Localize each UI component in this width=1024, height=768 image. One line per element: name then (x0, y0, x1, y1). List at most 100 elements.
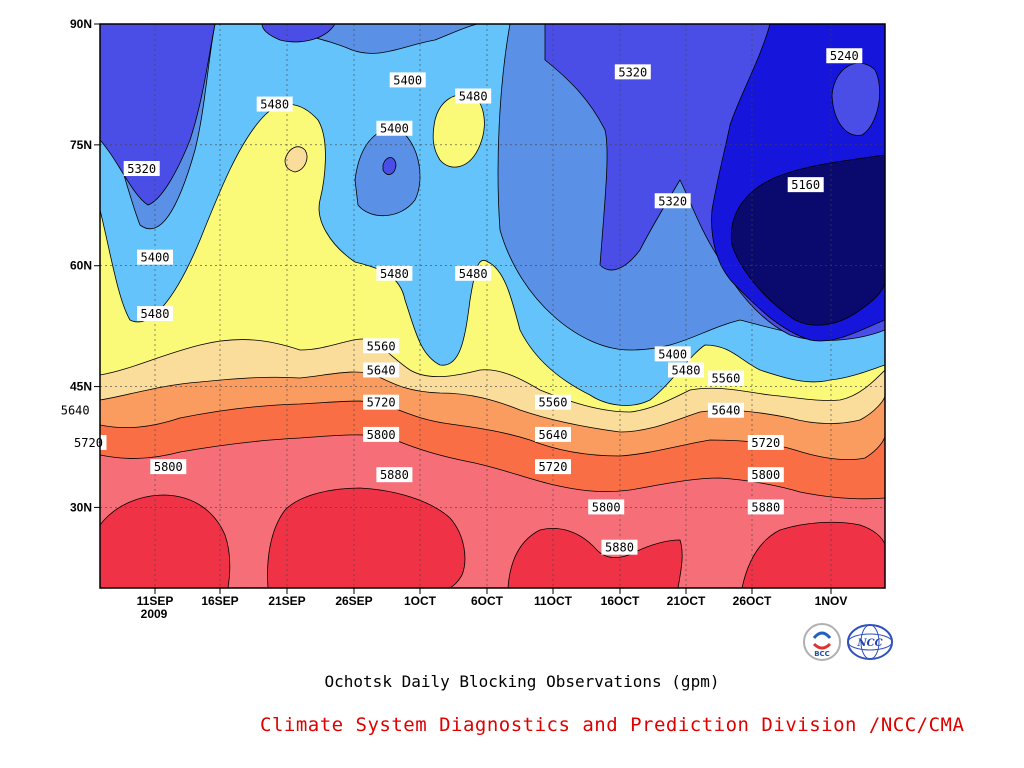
contour-label-bg (137, 249, 173, 265)
contour-label: 5480 (141, 307, 170, 321)
contour-label-bg (668, 362, 704, 378)
contour-label: 5400 (393, 73, 422, 87)
contour-label-bg (601, 539, 638, 555)
contour-label: 5800 (592, 500, 621, 514)
contour-label: 5720 (751, 436, 780, 450)
ncc-logo: NCC (847, 624, 893, 660)
x-tick-label: 11SEP (137, 594, 174, 608)
x-tick-label: 21OCT (667, 594, 706, 608)
c5960-mid-region (267, 487, 466, 588)
c5320-band-north-region (261, 24, 336, 43)
contour-label-bg (376, 265, 413, 281)
contour-label: 5640 (711, 404, 740, 418)
contour-label: 5880 (751, 500, 780, 514)
contour-label: 5240 (830, 49, 859, 63)
contour-label-bg (256, 96, 293, 112)
contour-label: 5320 (127, 162, 156, 176)
contour-label: 5560 (711, 372, 740, 386)
c5320-band-region (100, 24, 216, 206)
x-year-label: 2009 (141, 607, 168, 621)
contour-label-bg (363, 338, 400, 354)
x-tick-label: 1OCT (404, 594, 437, 608)
c5960-west-region (100, 494, 231, 588)
x-tick-label: 16OCT (601, 594, 640, 608)
contour-label-bg (57, 402, 94, 418)
contour-label-bg (787, 177, 824, 193)
contour-label-bg (455, 88, 492, 104)
x-tick-label: 1NOV (815, 594, 848, 608)
contour-label-bg (588, 499, 625, 515)
contour-label: 5800 (154, 460, 183, 474)
y-axis: 30N 45N 60N 75N 90N (70, 17, 100, 514)
contour-label-bg (707, 402, 744, 418)
contour-label: 5480 (260, 98, 289, 112)
contour-label: 5720 (74, 436, 103, 450)
contour-label: 5640 (367, 363, 396, 377)
contour-label-bg (376, 467, 413, 483)
y-tick-label: 45N (70, 380, 92, 394)
contour-label: 5880 (380, 468, 409, 482)
contour-label-bg (747, 467, 784, 483)
contour-label: 5480 (672, 363, 701, 377)
c5960-east-region (741, 521, 885, 588)
contour-label-bg (826, 48, 863, 64)
contour-label: 5400 (141, 251, 170, 265)
contour-label-bg (363, 426, 400, 442)
contour-label-bg (363, 362, 400, 378)
contour-label-bg (654, 193, 691, 209)
contour-label: 5160 (791, 178, 820, 192)
c5640-closed-region (284, 146, 308, 173)
contour-label-bg (455, 265, 492, 281)
contour-label-bg (614, 64, 651, 80)
grid-lines (100, 24, 885, 588)
contour-label: 5480 (459, 90, 488, 104)
x-axis: 11SEP 16SEP 21SEP 26SEP 1OCT 6OCT 11OCT 16OCT 21… (137, 588, 848, 608)
contour-label: 5400 (380, 122, 409, 136)
y-tick-label: 90N (70, 17, 92, 31)
c5320-closed-region (382, 157, 397, 175)
contour-label: 5880 (605, 541, 634, 555)
contour-label-bg (747, 499, 784, 515)
contour-label-bg (535, 426, 571, 442)
contour-label: 5640 (61, 404, 90, 418)
contour-fills (100, 24, 885, 588)
c5160-band-region (730, 154, 885, 326)
contour-label-bg (389, 72, 426, 88)
contour-label-bg (654, 346, 691, 362)
plot-frame (99, 23, 886, 589)
c5960-lowmid-region (507, 528, 683, 588)
y-tick-label: 60N (70, 259, 92, 273)
svg-text:NCC: NCC (856, 638, 882, 649)
y-tick-label: 75N (70, 138, 92, 152)
contour-label: 5560 (539, 396, 568, 410)
contour-label: 5480 (459, 267, 488, 281)
contour-label: 5400 (658, 347, 687, 361)
x-tick-label: 21SEP (268, 594, 305, 608)
bcc-logo: BCC (803, 623, 841, 661)
contour-label: 5640 (539, 428, 568, 442)
x-tick-label: 26OCT (733, 594, 772, 608)
footer-credit: Climate System Diagnostics and Predictio… (260, 714, 965, 736)
contour-label: 5720 (539, 460, 568, 474)
chart-title: Ochotsk Daily Blocking Observations (gpm… (324, 672, 720, 691)
contour-label-bg (535, 459, 571, 475)
x-tick-label: 11OCT (534, 594, 573, 608)
contour-label: 5560 (367, 339, 396, 353)
contour-label: 5800 (367, 428, 396, 442)
x-tick-label: 26SEP (335, 594, 372, 608)
contour-labels: 5240 5320 5320 5320 5160 5400 5400 5400 5400 5480… (57, 48, 863, 555)
contour-label-bg (535, 394, 571, 410)
contour-label-bg (363, 394, 400, 410)
contour-label: 5320 (658, 194, 687, 208)
contour-label-bg (707, 370, 744, 386)
contour-label-bg (150, 459, 187, 475)
contour-label-bg (70, 434, 107, 450)
x-tick-label: 6OCT (471, 594, 504, 608)
c5320-closed-east-region (831, 62, 881, 136)
x-tick-label: 16SEP (201, 594, 238, 608)
contour-label: 5800 (751, 468, 780, 482)
y-tick-label: 30N (70, 500, 92, 514)
contour-label: 5480 (380, 267, 409, 281)
contour-label: 5720 (367, 396, 396, 410)
